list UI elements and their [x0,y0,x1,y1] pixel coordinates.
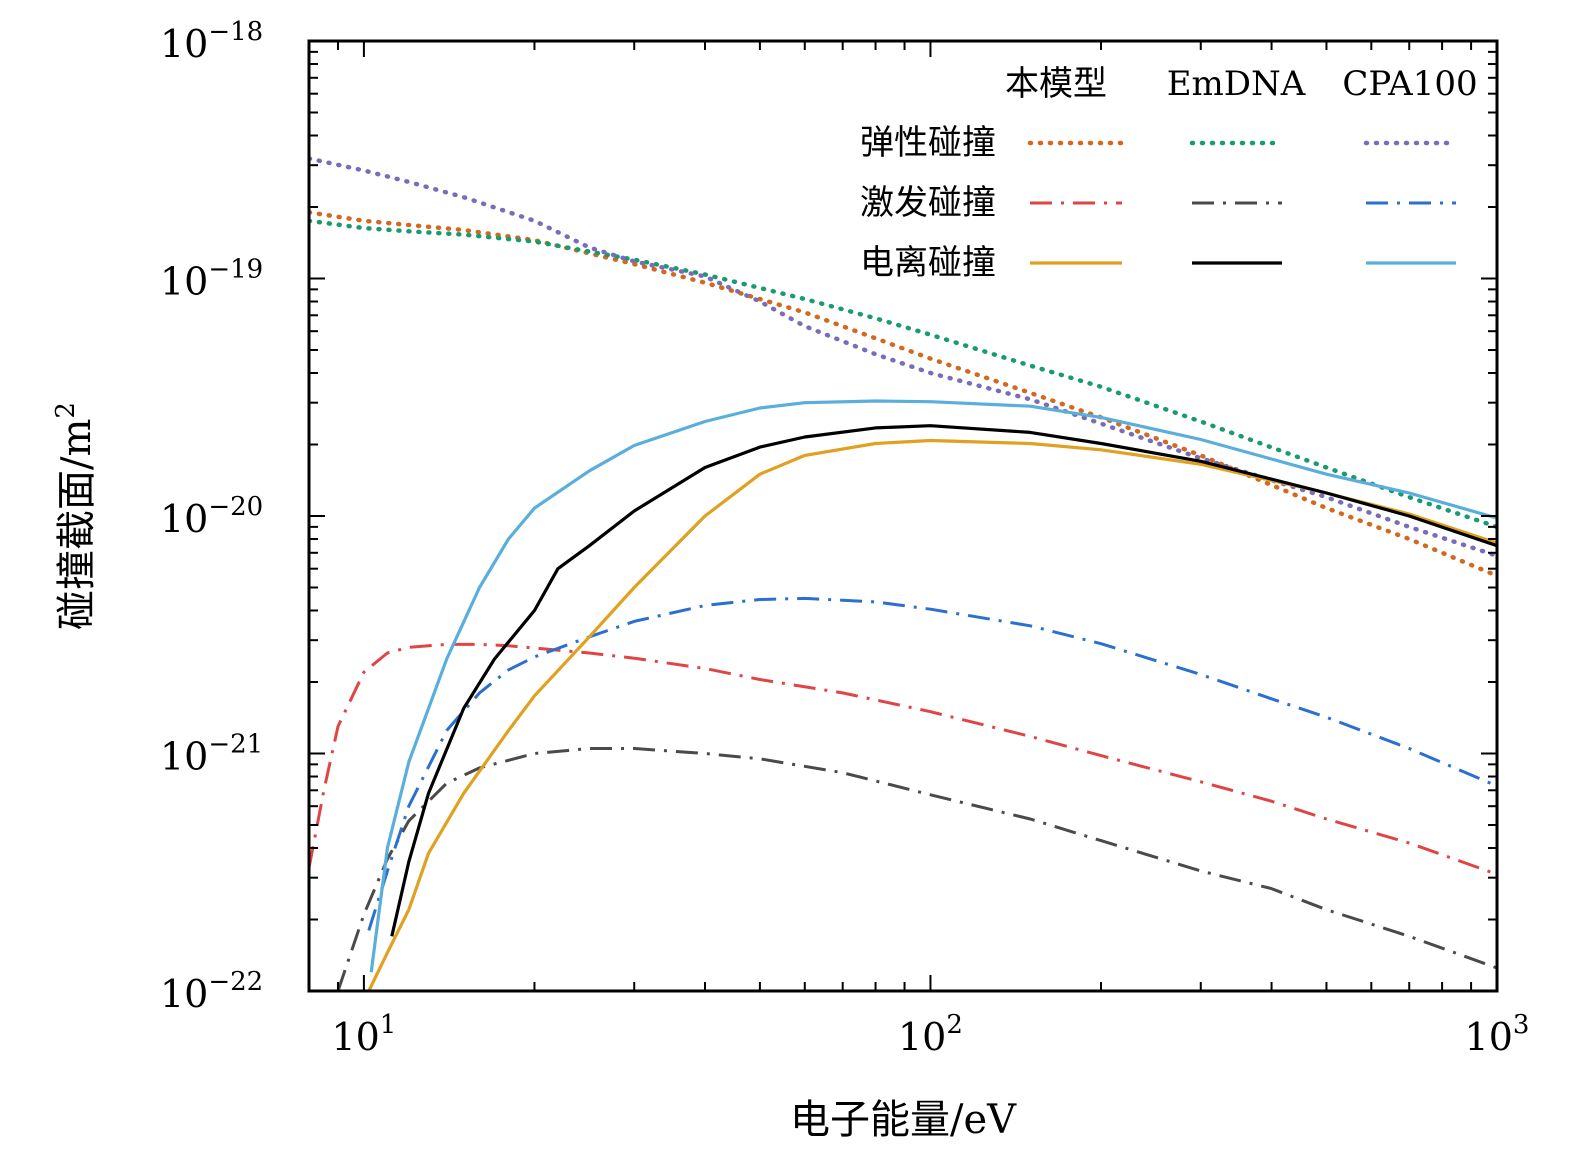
series-line-8 [369,399,1497,973]
series-line-4 [336,747,1497,991]
series-line-1 [309,218,1497,530]
series-line-2 [309,156,1497,559]
y-axis-title-text: 碰撞截面/m [54,419,100,630]
y-axis-title: 碰撞截面/m2 [51,402,100,630]
y-tick-label-1: 10−21 [160,730,263,779]
y-tick-label-4: 10−18 [160,17,263,66]
legend-row-elastic: 弹性碰撞 [860,123,996,163]
series-line-3 [309,642,1497,876]
y-tick-base: 10 [160,22,208,66]
y-tick-exp: −18 [208,17,263,47]
x-tick-label-0: 101 [331,1010,396,1059]
series-line-5 [367,596,1497,931]
legend: 本模型 EmDNA CPA100 弹性碰撞 激发碰撞 电离碰撞 [860,64,1478,283]
svg-text:碰撞截面/m2: 碰撞截面/m2 [51,402,100,630]
y-tick-exp: −20 [208,492,263,522]
x-tick-exp: 2 [946,1010,963,1040]
y-tick-label-2: 10−20 [160,492,263,541]
y-tick-base: 10 [160,735,208,779]
legend-row-ionization: 电离碰撞 [860,243,996,283]
legend-samples [1027,140,1459,265]
ticks-layer [308,40,1498,992]
y-tick-base: 10 [160,497,208,541]
x-tick-label-2: 103 [1465,1010,1530,1059]
x-tick-base: 10 [331,1015,379,1059]
y-tick-label-3: 10−19 [160,255,263,304]
y-tick-base: 10 [160,972,208,1016]
y-tick-label-0: 10−22 [160,967,263,1016]
legend-row-excitation: 激发碰撞 [860,183,996,223]
legend-header-model: 本模型 [1005,64,1107,104]
y-tick-exp: −21 [208,730,263,760]
x-tick-exp: 1 [380,1010,397,1040]
x-tick-base: 10 [898,1015,946,1059]
y-tick-base: 10 [160,260,208,304]
legend-header-emdna: EmDNA [1167,64,1306,104]
x-axis-title: 电子能量/eV [790,1097,1017,1143]
series-layer [309,156,1497,991]
legend-header-cpa100: CPA100 [1342,64,1477,104]
series-line-6 [367,438,1497,991]
x-tick-label-1: 102 [898,1010,963,1059]
series-line-0 [309,210,1497,579]
x-tick-exp: 3 [1513,1010,1530,1040]
x-tick-base: 10 [1465,1015,1513,1059]
y-axis-title-exp: 2 [51,402,81,419]
series-line-7 [390,424,1497,937]
y-tick-exp: −19 [208,255,263,285]
y-tick-exp: −22 [208,967,263,997]
